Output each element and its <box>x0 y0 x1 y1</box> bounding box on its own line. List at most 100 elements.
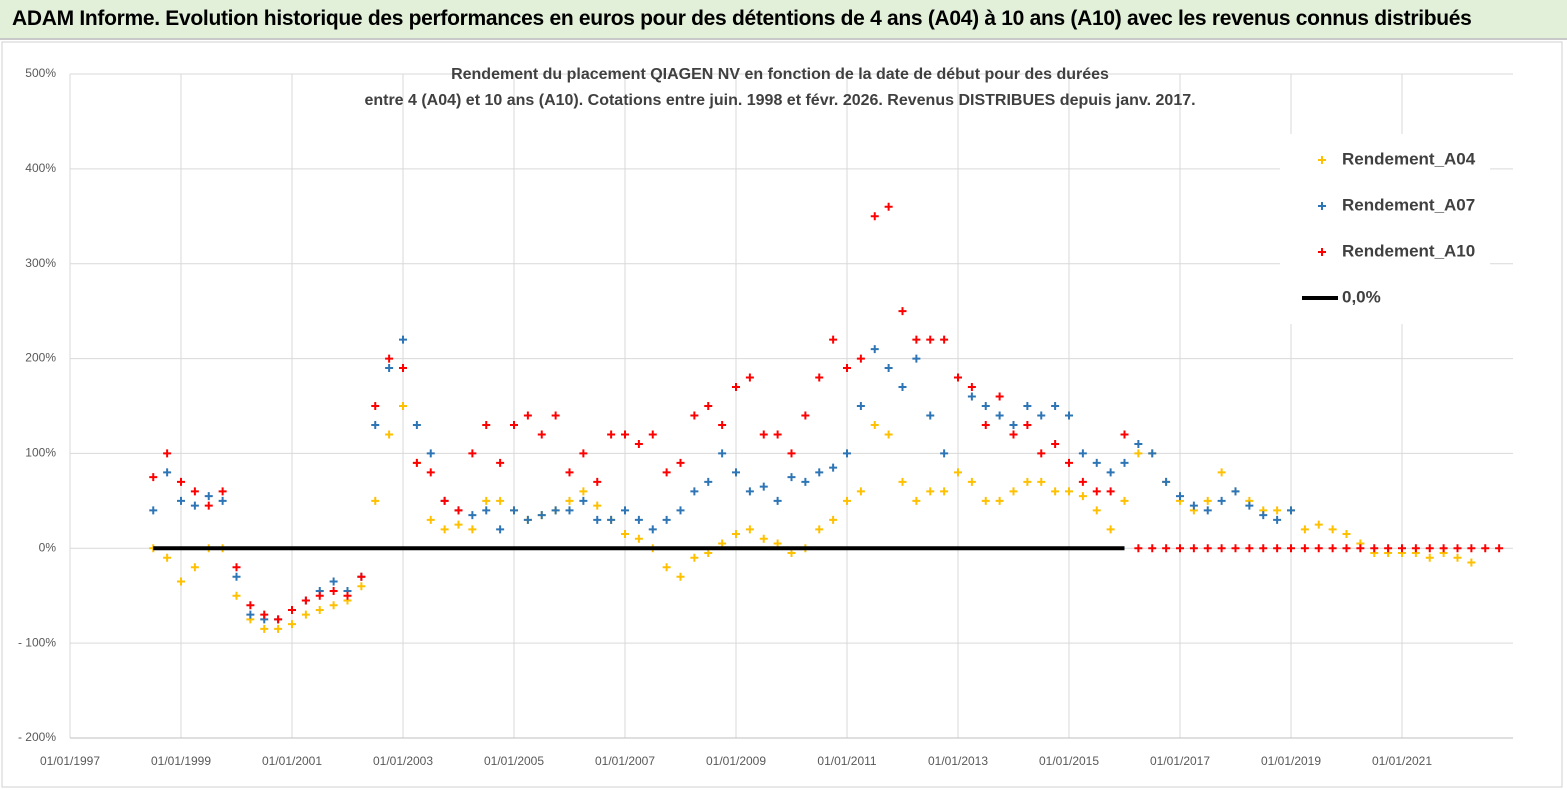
chart: - 200% - 100% 0% 100% 200% 300% 400% 500% 01/01/… <box>1 41 1563 788</box>
legend-label: Rendement_A04 <box>1342 149 1476 168</box>
marker <box>1245 544 1254 553</box>
marker <box>995 496 1004 505</box>
marker <box>662 515 671 524</box>
marker <box>426 449 435 458</box>
marker <box>1287 544 1295 553</box>
marker <box>995 392 1004 401</box>
marker <box>1217 468 1226 477</box>
marker <box>621 506 629 515</box>
marker <box>856 487 865 496</box>
marker <box>399 402 407 410</box>
marker <box>1398 544 1406 553</box>
x-tick-label: 01/01/2017 <box>1150 754 1210 768</box>
marker <box>357 582 366 591</box>
x-tick-label: 01/01/2021 <box>1372 754 1432 768</box>
marker <box>1023 402 1032 410</box>
marker <box>399 364 407 373</box>
marker <box>1023 477 1032 486</box>
marker <box>149 506 158 515</box>
marker <box>704 549 713 558</box>
x-tick-label: 01/01/2015 <box>1039 754 1099 768</box>
marker <box>1300 525 1309 534</box>
marker <box>371 496 380 505</box>
marker <box>496 458 505 467</box>
marker <box>940 487 949 496</box>
marker <box>1037 477 1046 486</box>
marker <box>1189 544 1198 553</box>
marker <box>884 202 893 211</box>
marker <box>1078 477 1087 486</box>
marker <box>468 525 477 534</box>
marker <box>468 449 477 458</box>
marker <box>759 430 768 439</box>
marker <box>1273 544 1282 553</box>
marker <box>1065 487 1073 496</box>
marker <box>190 487 199 496</box>
marker <box>676 572 685 581</box>
marker <box>1314 544 1323 553</box>
marker <box>912 496 921 505</box>
marker <box>843 496 851 505</box>
marker <box>676 458 685 467</box>
marker <box>412 420 421 429</box>
marker <box>773 496 782 505</box>
marker <box>634 439 643 448</box>
marker <box>565 496 574 505</box>
marker <box>301 610 310 619</box>
marker <box>163 449 172 458</box>
marker <box>232 563 241 572</box>
legend-swatch <box>1318 202 1326 210</box>
marker <box>177 496 185 505</box>
marker <box>440 496 449 505</box>
marker <box>1120 430 1129 439</box>
marker <box>1120 458 1129 467</box>
marker <box>1162 544 1171 553</box>
marker <box>662 563 671 572</box>
marker <box>732 468 740 477</box>
marker <box>1300 544 1309 553</box>
marker <box>940 449 949 458</box>
marker <box>690 411 699 420</box>
marker <box>787 449 796 458</box>
x-tick-label: 01/01/2009 <box>706 754 766 768</box>
marker <box>940 335 949 344</box>
marker <box>954 468 962 477</box>
marker <box>385 364 394 373</box>
marker <box>246 610 255 619</box>
y-tick-label: - 200% <box>18 730 56 744</box>
marker <box>1051 487 1060 496</box>
marker <box>1148 544 1157 553</box>
marker <box>912 354 921 363</box>
marker <box>704 402 713 410</box>
marker <box>288 605 296 614</box>
marker <box>1425 553 1434 562</box>
marker <box>399 335 407 344</box>
marker <box>732 383 740 392</box>
marker <box>676 506 685 515</box>
marker <box>357 572 366 581</box>
marker <box>1078 492 1087 501</box>
marker <box>1009 420 1018 429</box>
marker <box>967 477 976 486</box>
marker <box>204 501 213 510</box>
marker <box>648 430 657 439</box>
legend-swatch <box>1318 156 1326 164</box>
legend-label: Rendement_A07 <box>1342 195 1475 214</box>
marker <box>1162 477 1171 486</box>
y-tick-label: 500% <box>25 66 56 80</box>
marker <box>1092 487 1101 496</box>
marker <box>1189 501 1198 510</box>
y-tick-label: 0% <box>39 540 57 554</box>
y-tick-label: 300% <box>25 256 56 270</box>
marker <box>759 534 768 543</box>
marker <box>315 605 324 614</box>
marker <box>648 525 657 534</box>
marker <box>1231 544 1240 553</box>
x-tick-label: 01/01/2003 <box>373 754 433 768</box>
marker <box>1092 458 1101 467</box>
marker <box>607 515 616 524</box>
marker <box>1203 544 1212 553</box>
marker <box>981 420 990 429</box>
marker <box>523 411 532 420</box>
marker <box>1134 544 1143 553</box>
